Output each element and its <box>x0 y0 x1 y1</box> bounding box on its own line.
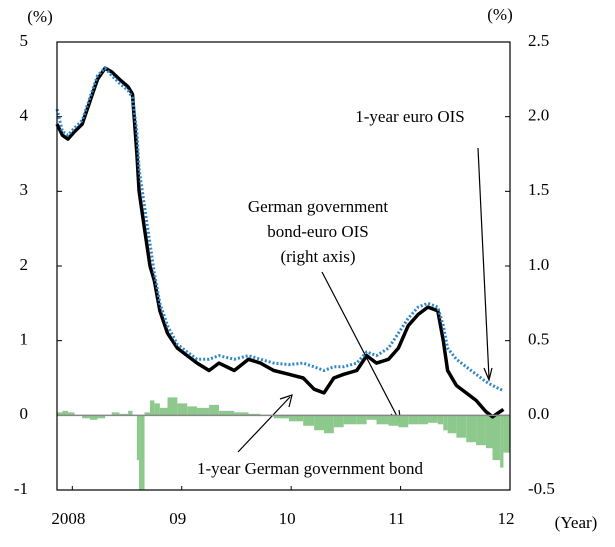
spread-bar <box>218 410 235 416</box>
spread-bar <box>447 415 457 434</box>
spread-bar <box>303 415 315 426</box>
spread-bar <box>57 412 63 416</box>
annotation: German government bond-euro OIS (right axi… <box>248 197 388 266</box>
x-tick-label: 2008 <box>51 509 85 528</box>
spread-bar <box>187 406 198 416</box>
spread-bar <box>314 415 324 431</box>
spread-bar <box>273 415 289 419</box>
x-tick-label: 11 <box>388 509 404 528</box>
spread-bar <box>82 415 90 419</box>
spread-bar <box>333 415 344 428</box>
y2-tick-label: 1.5 <box>528 180 549 199</box>
y2-tick-label: 0.5 <box>528 330 549 349</box>
spread-bar <box>128 410 133 416</box>
spread-bar <box>492 415 501 461</box>
spread-bar <box>150 400 155 416</box>
spread-bar <box>234 412 249 416</box>
y2-tick-label: 2.0 <box>528 106 549 125</box>
spread-bar <box>288 415 304 422</box>
y-tick-label: 4 <box>20 106 29 125</box>
spread-bar <box>154 403 160 416</box>
y2-tick-label: 0.0 <box>528 404 549 423</box>
spread-bar <box>177 403 188 416</box>
y-tick-label: 5 <box>20 31 29 50</box>
spread-bar <box>408 415 419 425</box>
spread-bar <box>485 415 493 449</box>
spread-bar <box>366 415 377 420</box>
spread-bar <box>437 415 444 425</box>
spread-bar <box>323 415 334 434</box>
x-tick-label: 12 <box>498 509 515 528</box>
y2-tick-label: 1.0 <box>528 255 549 274</box>
annotation: 1-year euro OIS <box>355 107 465 126</box>
spread-bar <box>139 415 145 490</box>
y2-tick-label: -0.5 <box>528 479 555 498</box>
spread-bar <box>197 407 210 416</box>
y2-axis-label: (%) <box>487 5 512 24</box>
spread-bar <box>67 412 75 416</box>
y-tick-label: 3 <box>20 180 29 199</box>
y-tick-label: -1 <box>14 479 28 498</box>
spread-bar <box>476 415 486 446</box>
x-tick-label: 09 <box>169 509 186 528</box>
spread-bar <box>111 412 120 416</box>
spread-bar <box>456 415 467 438</box>
y-tick-label: 0 <box>20 404 29 423</box>
spread-bar <box>466 415 477 443</box>
spread-bar <box>503 415 510 453</box>
spread-bar <box>343 415 357 425</box>
x-tick-label: 10 <box>279 509 296 528</box>
spread-bar <box>376 415 389 425</box>
spread-bar <box>500 415 504 468</box>
y-axis-label: (%) <box>27 7 52 26</box>
spread-bar <box>356 415 367 425</box>
x-axis-label: (Year) <box>555 513 598 532</box>
annotation: 1-year German government bond <box>197 459 424 478</box>
spread-bar <box>89 415 98 420</box>
spread-bar <box>443 415 448 431</box>
spread-bar <box>159 407 168 416</box>
spread-bar <box>167 397 178 416</box>
spread-bar <box>427 415 438 423</box>
spread-bar <box>418 415 428 425</box>
y-tick-label: 1 <box>20 330 29 349</box>
spread-bar <box>398 415 409 428</box>
y-tick-label: 2 <box>20 255 29 274</box>
ois-line <box>55 66 505 393</box>
arrows <box>237 147 493 453</box>
spread-bar <box>388 415 399 426</box>
spread-bar <box>136 415 140 461</box>
bond-line <box>55 66 505 419</box>
spread-bar <box>97 415 106 419</box>
y2-tick-label: 2.5 <box>528 31 549 50</box>
plot-frame <box>56 41 511 491</box>
spread-bar <box>62 410 68 416</box>
spread-bar <box>209 404 219 416</box>
spread-bar <box>144 412 151 416</box>
